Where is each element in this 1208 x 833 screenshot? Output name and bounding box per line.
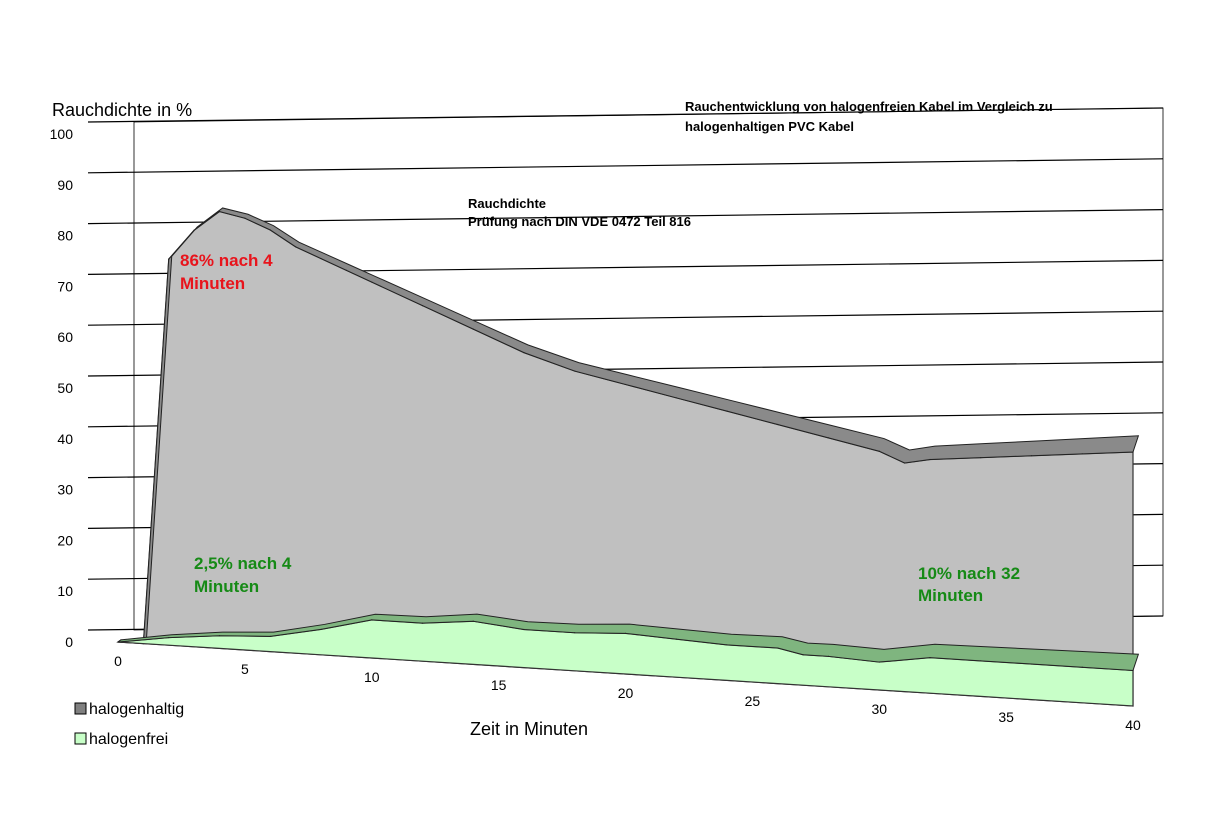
data-point-halogenfrei — [777, 647, 779, 649]
chart-subtitle-line-1: Rauchdichte — [468, 196, 546, 211]
data-point-halogenfrei — [269, 635, 271, 637]
x-tick-label: 20 — [618, 685, 634, 701]
data-point-halogenhaltig — [295, 246, 297, 248]
data-point-halogenhaltig — [929, 458, 931, 461]
data-point-halogenhaltig — [726, 410, 728, 412]
annotation-line: Minuten — [180, 274, 245, 293]
data-point-halogenfrei — [802, 654, 804, 656]
data-point-halogenfrei — [1081, 666, 1083, 668]
data-point-halogenhaltig — [193, 229, 195, 231]
series-top-halogenfrei — [116, 613, 1140, 671]
chart-title-line-2: halogenhaltigen PVC Kabel — [685, 119, 854, 134]
x-tick-label: 10 — [364, 669, 380, 685]
y-axis-ticks: 0 10 20 30 40 50 60 70 80 90 100 — [50, 126, 74, 650]
chart-series — [116, 207, 1140, 707]
chart-subtitle-line-2: Prüfung nach DIN VDE 0472 Teil 816 — [468, 214, 691, 229]
data-point-halogenfrei — [878, 661, 880, 663]
legend-label-halogenfrei: halogenfrei — [89, 731, 168, 748]
y-tick-label: 80 — [57, 228, 73, 244]
data-point-halogenhaltig — [1081, 453, 1083, 455]
data-point-halogenhaltig — [218, 210, 221, 213]
x-axis-ticks: 0 5 10 15 20 25 30 35 40 — [114, 653, 1141, 733]
gridline-y — [87, 209, 1164, 225]
data-point-halogenfrei — [726, 644, 728, 646]
data-point-halogenhaltig — [904, 462, 906, 464]
data-point-halogenhaltig — [523, 352, 525, 354]
x-tick-label: 35 — [998, 709, 1014, 725]
data-point-halogenfrei — [117, 641, 119, 643]
data-point-halogenhaltig — [421, 305, 424, 307]
data-point-halogenhaltig — [269, 229, 271, 231]
y-tick-label: 40 — [57, 431, 73, 447]
legend-swatch-halogenhaltig — [74, 702, 87, 715]
annotation-line: Minuten — [918, 586, 983, 605]
gridline-y — [87, 158, 1164, 174]
data-point-halogenfrei — [472, 620, 474, 622]
x-tick-label: 40 — [1125, 717, 1141, 733]
data-point-halogenfrei — [980, 660, 982, 662]
x-tick-label: 0 — [114, 653, 122, 669]
data-point-halogenfrei — [168, 636, 170, 639]
y-tick-label: 50 — [57, 380, 73, 396]
data-point-halogenhaltig — [777, 423, 779, 426]
x-tick-label: 5 — [241, 661, 249, 677]
data-point-halogenfrei — [523, 628, 525, 631]
data-point-halogenhaltig — [624, 383, 627, 386]
annotation-line: Minuten — [194, 577, 259, 596]
data-point-halogenfrei — [371, 619, 373, 621]
y-tick-label: 100 — [50, 126, 74, 142]
data-point-halogenhaltig — [168, 258, 170, 260]
legend-swatch-halogenfrei — [74, 732, 87, 745]
data-point-halogenfrei — [624, 632, 627, 634]
annotation-halogenfrei-early: 2,5% nach 4 Minuten — [194, 554, 292, 596]
y-tick-label: 30 — [57, 482, 73, 498]
data-point-halogenfrei — [929, 657, 931, 659]
annotation-halogenfrei-late: 10% nach 32 Minuten — [918, 564, 1020, 605]
gridline-y — [87, 107, 1164, 123]
y-tick-label: 60 — [57, 329, 73, 345]
x-tick-label: 30 — [871, 701, 887, 717]
data-point-halogenfrei — [675, 638, 677, 640]
x-axis-title: Zeit in Minuten — [470, 719, 588, 739]
annotation-line: 10% nach 32 — [918, 564, 1020, 583]
data-point-halogenhaltig — [320, 257, 322, 260]
legend-label-halogenhaltig: halogenhaltig — [89, 701, 184, 718]
data-point-halogenfrei — [421, 622, 424, 624]
x-tick-label: 25 — [745, 693, 761, 709]
data-point-halogenfrei — [574, 632, 576, 634]
data-point-halogenhaltig — [1132, 451, 1134, 453]
data-point-halogenhaltig — [472, 328, 474, 330]
data-point-halogenfrei — [320, 628, 322, 631]
data-point-halogenfrei — [218, 635, 221, 637]
data-point-halogenhaltig — [878, 450, 880, 452]
data-point-halogenhaltig — [345, 269, 347, 271]
data-point-halogenfrei — [1132, 669, 1134, 672]
annotation-line: 2,5% nach 4 — [194, 554, 292, 573]
y-tick-label: 0 — [65, 634, 73, 650]
annotation-line: 86% nach 4 — [180, 251, 273, 270]
data-point-halogenhaltig — [827, 437, 830, 439]
data-point-halogenhaltig — [371, 281, 373, 283]
chart-legend: halogenhaltig halogenfrei — [74, 701, 184, 748]
data-point-halogenhaltig — [244, 217, 246, 219]
y-tick-label: 70 — [57, 278, 73, 294]
y-axis-title: Rauchdichte in % — [52, 100, 192, 120]
data-point-halogenfrei — [827, 655, 830, 657]
data-point-halogenfrei — [1030, 663, 1033, 665]
y-tick-label: 10 — [57, 583, 73, 599]
x-tick-label: 15 — [491, 677, 507, 693]
y-tick-label: 90 — [57, 177, 73, 193]
annotation-halogenhaltig-peak: 86% nach 4 Minuten — [180, 251, 273, 293]
data-point-halogenhaltig — [1030, 455, 1033, 457]
data-point-halogenhaltig — [574, 370, 576, 372]
y-tick-label: 20 — [57, 532, 73, 548]
data-point-halogenhaltig — [675, 397, 677, 399]
data-point-halogenhaltig — [980, 457, 982, 459]
chart-title-line-1: Rauchentwicklung von halogenfreien Kabel… — [685, 99, 1053, 114]
